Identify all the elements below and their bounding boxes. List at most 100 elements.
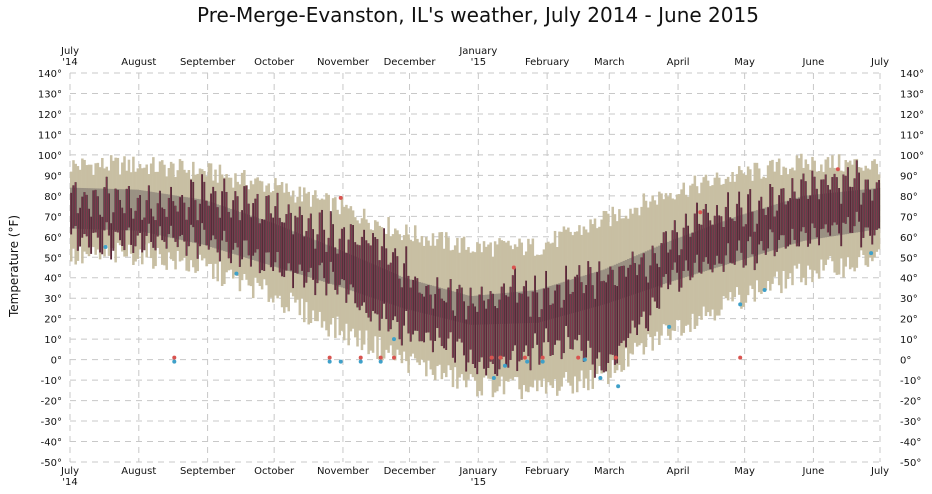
record-high-dot bbox=[358, 355, 363, 360]
normal-range-bar bbox=[329, 246, 333, 284]
y-tick-label-left: 70° bbox=[44, 212, 62, 223]
x-tick-label-bottom: July bbox=[60, 466, 79, 477]
normal-range-bar bbox=[476, 295, 479, 325]
y-tick-label-left: 0° bbox=[51, 356, 62, 367]
normal-range-bar bbox=[112, 188, 115, 230]
x-tick-label-top: May bbox=[734, 57, 755, 68]
x-tick-label-top: July bbox=[60, 46, 79, 57]
x-tick-label-bottom: November bbox=[317, 466, 370, 477]
grid-layer bbox=[69, 72, 881, 463]
y-tick-label-right: 0° bbox=[900, 356, 911, 367]
x-tick-label-bottom: March bbox=[594, 466, 624, 477]
y-tick-label-left: 20° bbox=[44, 315, 62, 326]
x-tick-label-top: January bbox=[458, 46, 497, 57]
y-tick-label-left: 80° bbox=[44, 192, 62, 203]
record-low-dot bbox=[491, 376, 496, 381]
y-tick-label-left: -10° bbox=[41, 376, 62, 387]
normal-range-bar bbox=[644, 251, 648, 291]
normal-range-bar bbox=[453, 291, 457, 322]
record-high-dot bbox=[698, 210, 703, 215]
y-tick-label-left: 130° bbox=[38, 89, 62, 100]
normal-range-bar bbox=[593, 272, 597, 307]
normal-range-bar bbox=[613, 264, 617, 301]
x-tick-label-top: April bbox=[667, 57, 690, 68]
normal-range-bar bbox=[98, 188, 102, 230]
record-high-dot bbox=[498, 355, 503, 360]
y-tick-label-left: -40° bbox=[41, 438, 62, 449]
x-tick-label-top: July bbox=[870, 57, 889, 68]
y-tick-label-left: 100° bbox=[38, 151, 62, 162]
record-high-dot bbox=[327, 355, 332, 360]
x-tick-label-top: June bbox=[802, 57, 825, 68]
record-low-dot bbox=[598, 376, 603, 381]
x-tick-label-bottom: October bbox=[254, 466, 295, 477]
normal-range-bar bbox=[76, 187, 80, 229]
y-tick-label-left: 140° bbox=[38, 69, 62, 80]
record-low-dot bbox=[869, 251, 874, 256]
record-high-dot bbox=[613, 355, 618, 360]
normal-range-bar bbox=[143, 190, 146, 233]
x-tick-label-top: February bbox=[525, 57, 569, 68]
normal-range-bar bbox=[646, 250, 650, 290]
record-low-dot bbox=[103, 245, 108, 250]
y-tick-label-right: 120° bbox=[900, 110, 924, 121]
y-tick-label-right: 10° bbox=[900, 335, 918, 346]
y-tick-label-left: 50° bbox=[44, 253, 62, 264]
y-tick-label-left: 90° bbox=[44, 171, 62, 182]
x-tick-label-bottom: December bbox=[384, 466, 437, 477]
record-low-dot bbox=[338, 359, 343, 364]
record-low-dot bbox=[540, 359, 545, 364]
x-tick-label-bottom: April bbox=[667, 466, 690, 477]
x-tick-label-top: August bbox=[121, 57, 156, 68]
record-marker-layer bbox=[103, 167, 874, 389]
y-tick-label-right: 140° bbox=[900, 69, 924, 80]
normal-range-bar bbox=[185, 197, 188, 242]
x-tick-label-bottom: June bbox=[802, 466, 825, 477]
y-tick-label-right: -10° bbox=[900, 376, 921, 387]
record-low-dot bbox=[392, 337, 396, 342]
normal-range-bar bbox=[560, 282, 563, 317]
record-low-dot bbox=[378, 359, 383, 364]
y-tick-label-right: 130° bbox=[900, 89, 924, 100]
normal-range-bar bbox=[132, 189, 135, 231]
y-tick-label-left: 10° bbox=[44, 335, 62, 346]
record-high-dot bbox=[338, 195, 343, 200]
y-tick-label-right: 50° bbox=[900, 253, 918, 264]
x-tick-label-bottom: February bbox=[525, 466, 569, 477]
normal-range-bar bbox=[89, 188, 93, 230]
normal-range-bar bbox=[540, 288, 543, 322]
y-tick-label-left: -20° bbox=[41, 397, 62, 408]
y-tick-label-left: 120° bbox=[38, 110, 62, 121]
normal-range-bar bbox=[152, 192, 155, 234]
normal-range-bar bbox=[134, 189, 137, 231]
normal-range-bar bbox=[141, 190, 144, 232]
x-tick-label-top: October bbox=[254, 57, 295, 68]
record-low-dot bbox=[327, 359, 332, 364]
x-tick-label-bottom: July bbox=[870, 466, 889, 477]
record-high-dot bbox=[378, 355, 383, 360]
x-tick-label-top: December bbox=[384, 57, 437, 68]
record-low-dot bbox=[762, 288, 767, 293]
normal-range-bar bbox=[529, 290, 532, 323]
y-tick-label-right: 100° bbox=[900, 151, 924, 162]
record-low-dot bbox=[667, 324, 672, 329]
record-low-dot bbox=[738, 302, 743, 307]
y-tick-label-right: -20° bbox=[900, 397, 921, 408]
normal-range-bar bbox=[549, 285, 552, 320]
y-tick-label-left: 30° bbox=[44, 294, 62, 305]
normal-range-bar bbox=[431, 285, 435, 316]
normal-range-bar bbox=[109, 188, 113, 230]
y-tick-label-left: -30° bbox=[41, 417, 62, 428]
x-tick-label-bottom-year: '15 bbox=[471, 477, 486, 488]
y-tick-label-left: -50° bbox=[41, 458, 62, 469]
record-high-dot bbox=[835, 167, 840, 172]
record-high-dot bbox=[489, 355, 494, 360]
record-high-dot bbox=[540, 355, 545, 360]
normal-range-bar bbox=[658, 245, 661, 286]
record-high-dot bbox=[522, 355, 527, 360]
record-low-dot bbox=[234, 271, 239, 276]
record-high-dot bbox=[392, 355, 396, 360]
normal-range-bar bbox=[154, 192, 157, 235]
normal-range-bar bbox=[635, 255, 639, 294]
y-tick-label-right: -50° bbox=[900, 458, 921, 469]
